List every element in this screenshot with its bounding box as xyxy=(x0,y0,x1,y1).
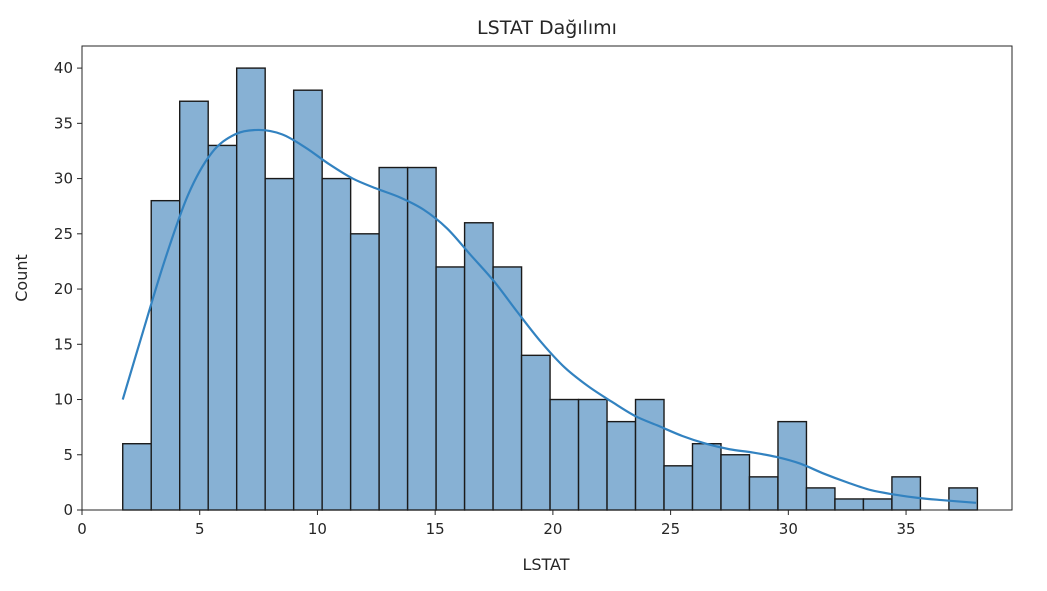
histogram-bar xyxy=(577,398,608,511)
histogram-bar xyxy=(634,398,665,511)
histogram-bar xyxy=(834,498,865,511)
x-tick-label: 20 xyxy=(543,520,562,538)
histogram-bar xyxy=(549,398,580,511)
y-tick-label: 25 xyxy=(54,225,73,243)
histogram-bar xyxy=(179,100,209,511)
histogram-bar xyxy=(805,487,836,511)
histogram-bar xyxy=(435,266,466,511)
y-tick-label: 40 xyxy=(54,59,73,77)
histogram-bar xyxy=(349,233,380,511)
histogram-bar xyxy=(948,487,979,511)
histogram-bar xyxy=(862,498,893,511)
histogram-bar xyxy=(748,476,779,511)
histogram-bar xyxy=(663,465,694,511)
histogram-bar xyxy=(463,222,494,511)
histogram-bar xyxy=(891,476,922,511)
histogram-bar xyxy=(520,354,551,511)
x-tick-label: 15 xyxy=(426,520,445,538)
chart-title: LSTAT Dağılımı xyxy=(477,17,617,39)
histogram-bar xyxy=(292,89,323,511)
histogram-bar xyxy=(264,177,295,511)
histogram-bar xyxy=(406,166,437,511)
x-tick-label: 5 xyxy=(195,520,205,538)
histogram-bar xyxy=(378,166,409,511)
y-axis: 0 5 10 15 20 25 30 35 40 xyxy=(54,59,82,519)
histogram-bar xyxy=(492,266,523,511)
histogram-bar xyxy=(122,443,152,511)
x-tick-label: 0 xyxy=(77,520,87,538)
y-tick-label: 0 xyxy=(63,501,73,519)
y-tick-label: 15 xyxy=(54,335,73,353)
histogram-bar xyxy=(777,420,808,511)
x-axis-label: LSTAT xyxy=(522,555,569,574)
histogram-bar xyxy=(150,199,181,511)
x-tick-label: 35 xyxy=(897,520,916,538)
histogram-bar xyxy=(606,420,637,511)
x-tick-label: 25 xyxy=(661,520,680,538)
y-tick-label: 35 xyxy=(54,114,73,132)
x-axis: 0 5 10 15 20 25 30 35 xyxy=(77,510,916,538)
y-tick-label: 30 xyxy=(54,170,73,188)
x-tick-label: 30 xyxy=(779,520,798,538)
histogram-bar xyxy=(321,177,352,511)
kde-layer xyxy=(121,128,977,504)
histogram-bar xyxy=(720,454,751,511)
histogram-bar xyxy=(207,144,238,511)
x-tick-label: 10 xyxy=(308,520,327,538)
y-tick-label: 10 xyxy=(54,391,73,409)
kde-line xyxy=(121,128,977,504)
histogram-bar xyxy=(691,443,722,511)
y-axis-label: Count xyxy=(12,254,31,302)
y-tick-label: 5 xyxy=(63,446,73,464)
plot-frame xyxy=(81,45,1013,511)
histogram-bar xyxy=(235,67,266,511)
y-tick-label: 20 xyxy=(54,280,73,298)
bars-layer xyxy=(122,67,979,511)
